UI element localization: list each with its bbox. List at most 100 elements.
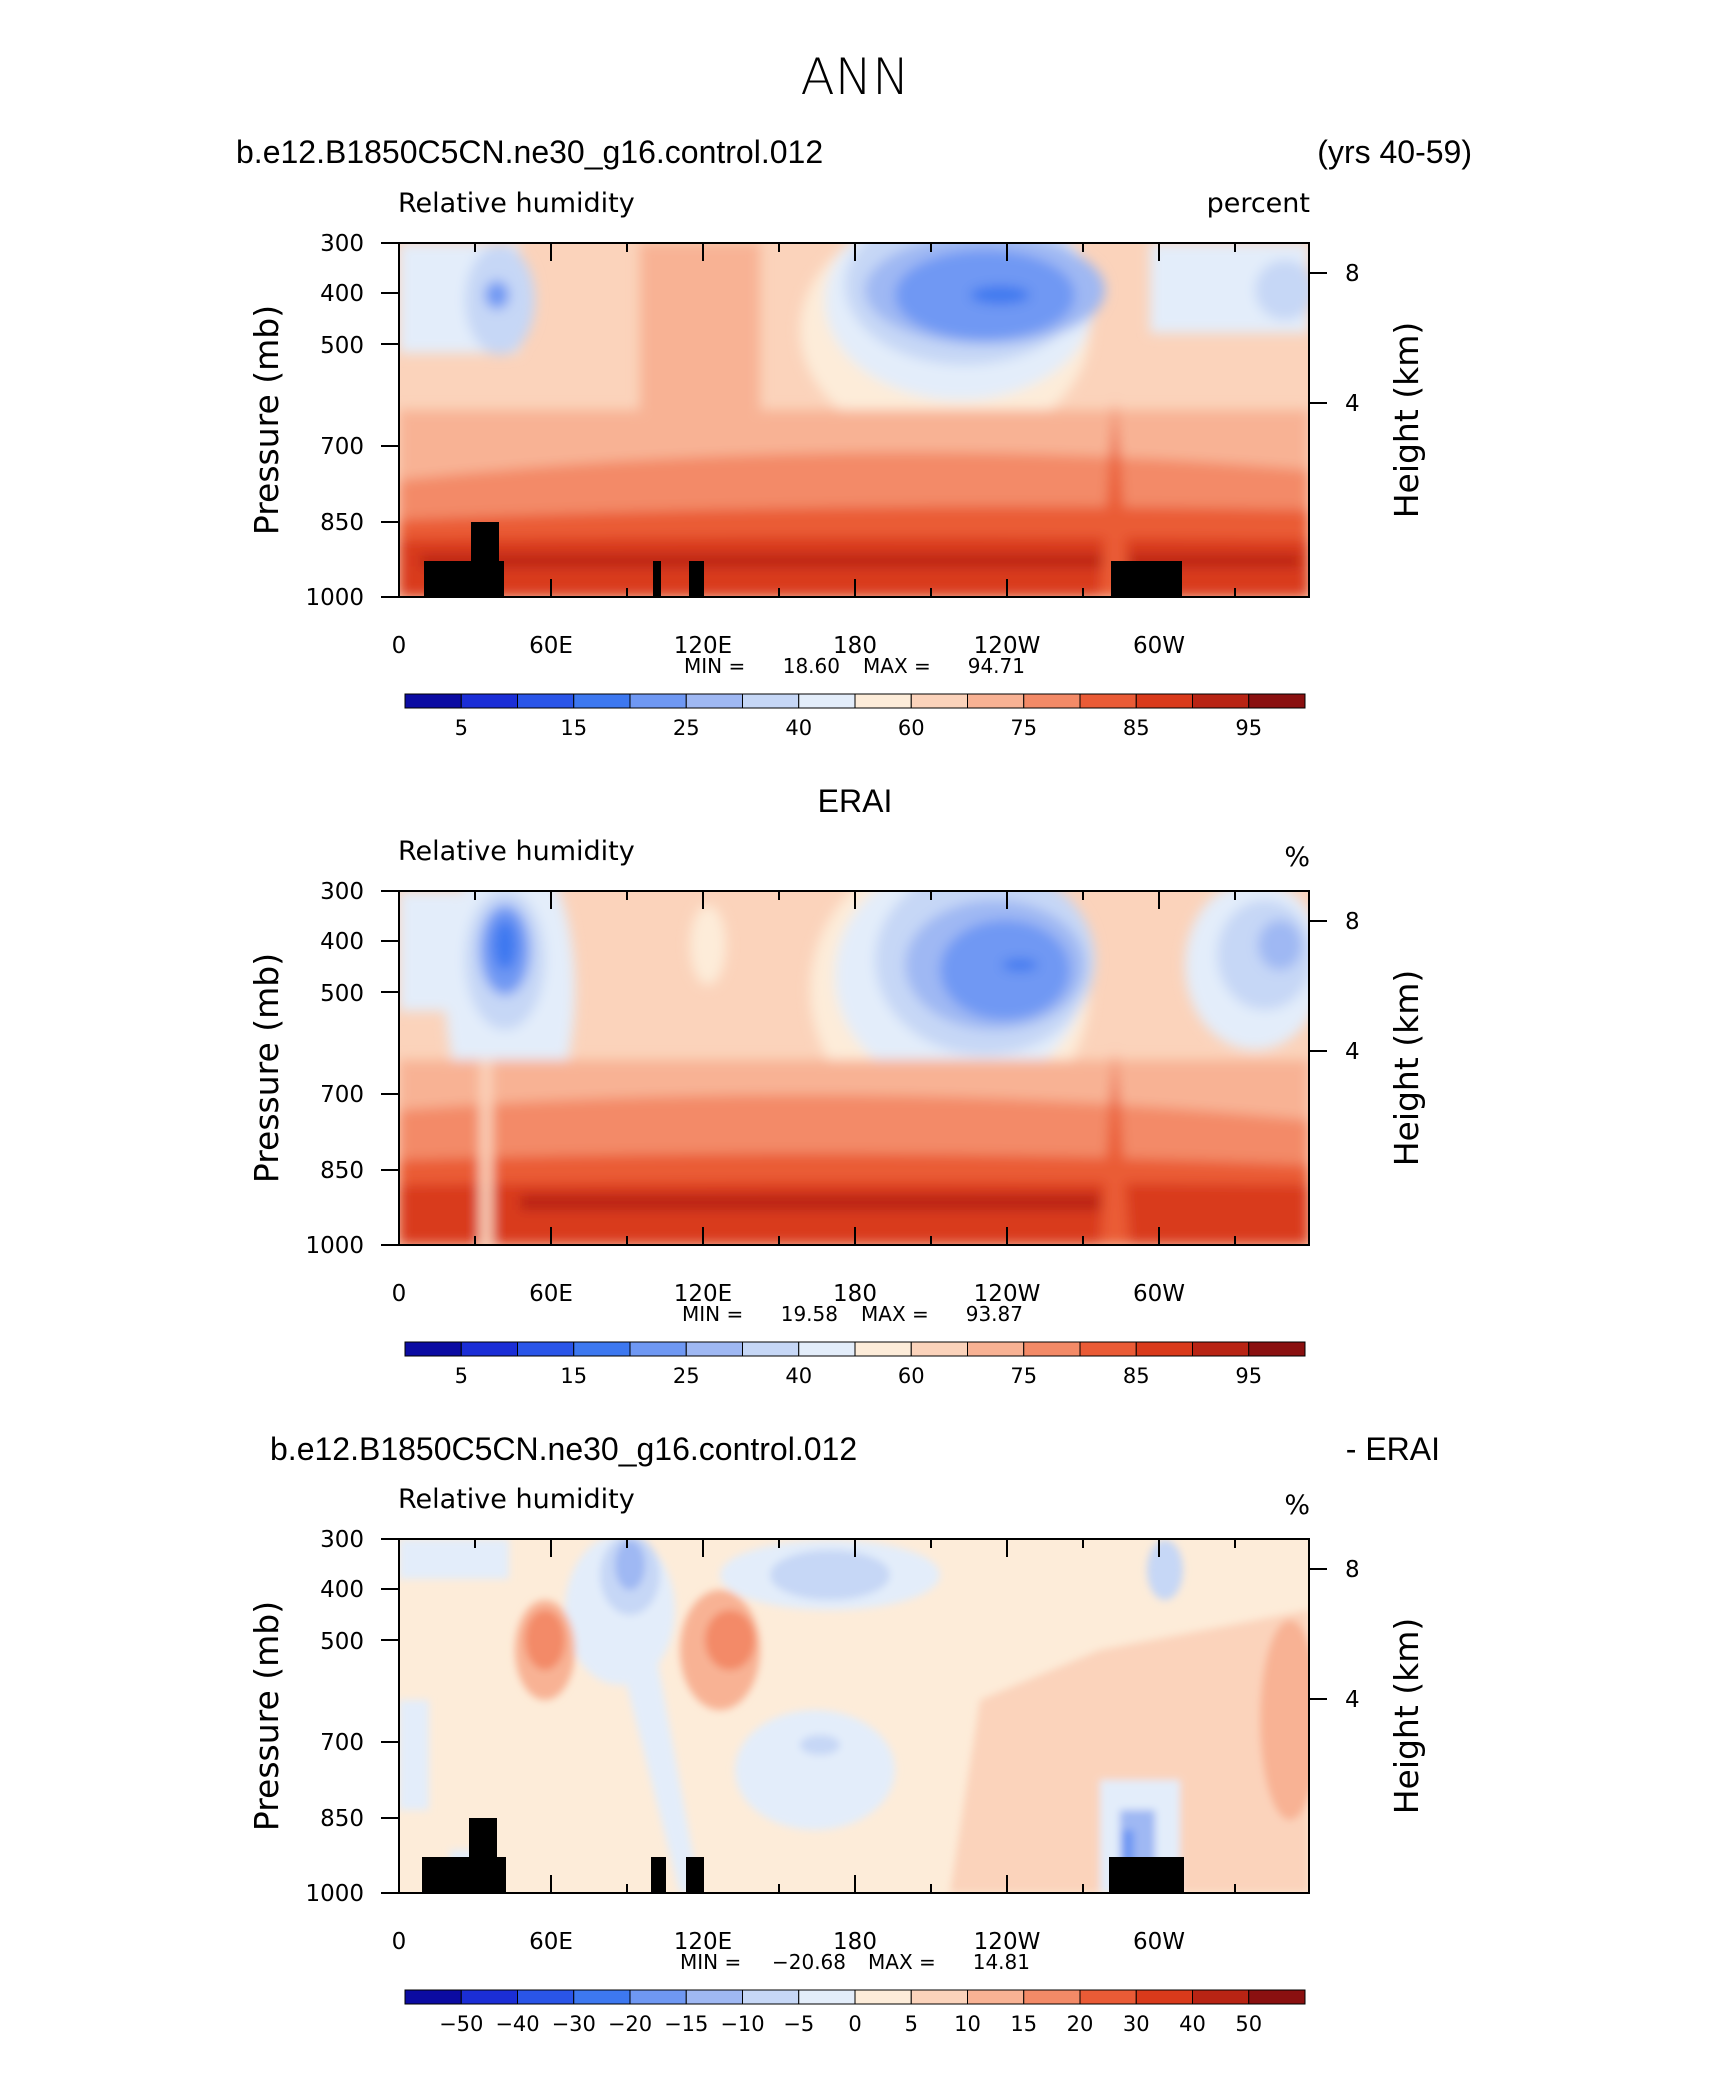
svg-text:MIN =: MIN = (684, 654, 745, 678)
panel-diff-ylabel-right: Height (km) (1387, 1618, 1426, 1815)
colorbar-label: −30 (552, 2012, 596, 2036)
colorbar-swatch (742, 693, 800, 709)
panel-diff-right-title: - ERAI (1346, 1431, 1440, 1467)
panel-model-colorbar: 5 15 25 40 60 75 85 95 (404, 693, 1306, 740)
x-tick-label: 180 (833, 1281, 877, 1307)
panel-model-left-title: b.e12.B1850C5CN.ne30_g16.control.012 (236, 134, 823, 170)
colorbar-swatch (742, 1989, 800, 2005)
colorbar-swatch (1135, 693, 1193, 709)
colorbar-label: 15 (560, 716, 587, 740)
colorbar-swatch (460, 1341, 518, 1357)
colorbar-swatch (685, 693, 743, 709)
x-tick-label: 0 (392, 633, 407, 659)
panel-model-units: percent (1207, 188, 1310, 219)
colorbar-swatch (1248, 1341, 1306, 1357)
svg-text:MAX =: MAX = (861, 1302, 929, 1326)
colorbar-swatch (685, 1989, 743, 2005)
y-tick-label: 850 (320, 1806, 364, 1832)
x-tick-label: 60E (529, 1929, 573, 1955)
panel-erai-yticks-left: 300 400 500 700 850 1000 (305, 879, 399, 1259)
x-tick-label: 180 (833, 1929, 877, 1955)
x-tick-label: 120W (974, 1929, 1041, 1955)
panel-model: b.e12.B1850C5CN.ne30_g16.control.012 (yr… (236, 134, 1472, 740)
colorbar-swatch (798, 1989, 856, 2005)
colorbar-swatch (460, 1989, 518, 2005)
panel-model-yticks-right: 8 4 (1309, 261, 1360, 417)
colorbar-label: 95 (1235, 716, 1262, 740)
colorbar-label: 85 (1123, 1364, 1150, 1388)
colorbar-swatch (517, 1341, 575, 1357)
colorbar-swatch (1248, 693, 1306, 709)
panel-diff-left-title: b.e12.B1850C5CN.ne30_g16.control.012 (270, 1431, 857, 1467)
colorbar-swatch (573, 1989, 631, 2005)
colorbar-label: 60 (898, 1364, 925, 1388)
y-tick-label: 700 (320, 1730, 364, 1756)
colorbar-swatch (404, 1341, 462, 1357)
colorbar-swatch (1192, 693, 1250, 709)
colorbar-label: 30 (1123, 2012, 1150, 2036)
svg-text:MIN =: MIN = (682, 1302, 743, 1326)
svg-text:MAX =: MAX = (863, 654, 931, 678)
colorbar-label: 75 (1010, 716, 1037, 740)
colorbar-label: 40 (1179, 2012, 1206, 2036)
y-tick-label: 300 (320, 1527, 364, 1553)
x-tick-label: 60E (529, 633, 573, 659)
colorbar-swatch (573, 1341, 631, 1357)
colorbar-swatch (910, 1989, 968, 2005)
panel-model-variable: Relative humidity (398, 188, 635, 219)
colorbar-swatch (629, 1989, 687, 2005)
colorbar-swatch (967, 1341, 1025, 1357)
svg-text:94.71: 94.71 (968, 654, 1025, 678)
colorbar-swatch (1135, 1341, 1193, 1357)
colorbar-label: 95 (1235, 1364, 1262, 1388)
colorbar-swatch (1079, 693, 1137, 709)
colorbar-label: 85 (1123, 716, 1150, 740)
colorbar-swatch (1192, 1341, 1250, 1357)
panel-model-field (399, 243, 1309, 597)
y-right-tick-label: 4 (1345, 391, 1360, 417)
y-tick-label: 400 (320, 929, 364, 955)
panel-erai-xticks: 0 60E 120E 180 120W 60W (392, 891, 1236, 1307)
colorbar-swatch (1079, 1341, 1137, 1357)
y-tick-label: 500 (320, 981, 364, 1007)
colorbar-swatch (629, 1341, 687, 1357)
colorbar-swatch (798, 693, 856, 709)
svg-text:MIN =: MIN = (680, 1950, 741, 1974)
colorbar-label: 5 (455, 716, 468, 740)
panel-erai-stats: MIN = 19.58 MAX = 93.87 (682, 1302, 1023, 1326)
x-tick-label: 180 (833, 633, 877, 659)
svg-text:18.60: 18.60 (783, 654, 840, 678)
svg-text:−20.68: −20.68 (772, 1950, 846, 1974)
x-tick-label: 120W (974, 1281, 1041, 1307)
y-tick-label: 500 (320, 1629, 364, 1655)
y-tick-label: 300 (320, 231, 364, 257)
x-tick-label: 0 (392, 1929, 407, 1955)
colorbar-label: 15 (1010, 2012, 1037, 2036)
y-tick-label: 1000 (305, 1881, 364, 1907)
colorbar-swatch (1135, 1989, 1193, 2005)
y-tick-label: 400 (320, 1577, 364, 1603)
x-tick-label: 60W (1133, 1929, 1185, 1955)
colorbar-swatch (910, 1341, 968, 1357)
panel-diff-variable: Relative humidity (398, 1484, 635, 1515)
colorbar-swatch (1192, 1989, 1250, 2005)
colorbar-swatch (798, 1341, 856, 1357)
panel-erai-ylabel: Pressure (mb) (247, 953, 286, 1183)
colorbar-label: 0 (848, 2012, 861, 2036)
panel-diff-colorbar: −50 −40 −30 −20 −15 −10 −5 0 5 10 15 20 30 40 50 (404, 1989, 1306, 2036)
colorbar-label: −40 (495, 2012, 539, 2036)
colorbar-label: 15 (560, 1364, 587, 1388)
panel-diff-yticks-right: 8 4 (1309, 1557, 1360, 1713)
panel-erai: ERAI Relative humidity % (247, 783, 1426, 1388)
colorbar-swatch (404, 1989, 462, 2005)
colorbar-swatch (854, 1341, 912, 1357)
panel-erai-units: % (1284, 842, 1310, 873)
y-right-tick-label: 4 (1345, 1687, 1360, 1713)
panel-diff-ylabel: Pressure (mb) (247, 1601, 286, 1831)
colorbar-label: 5 (455, 1364, 468, 1388)
panel-model-stats: MIN = 18.60 MAX = 94.71 (684, 654, 1025, 678)
colorbar-swatch (854, 1989, 912, 2005)
panel-model-ylabel: Pressure (mb) (247, 305, 286, 535)
colorbar-swatch (742, 1341, 800, 1357)
